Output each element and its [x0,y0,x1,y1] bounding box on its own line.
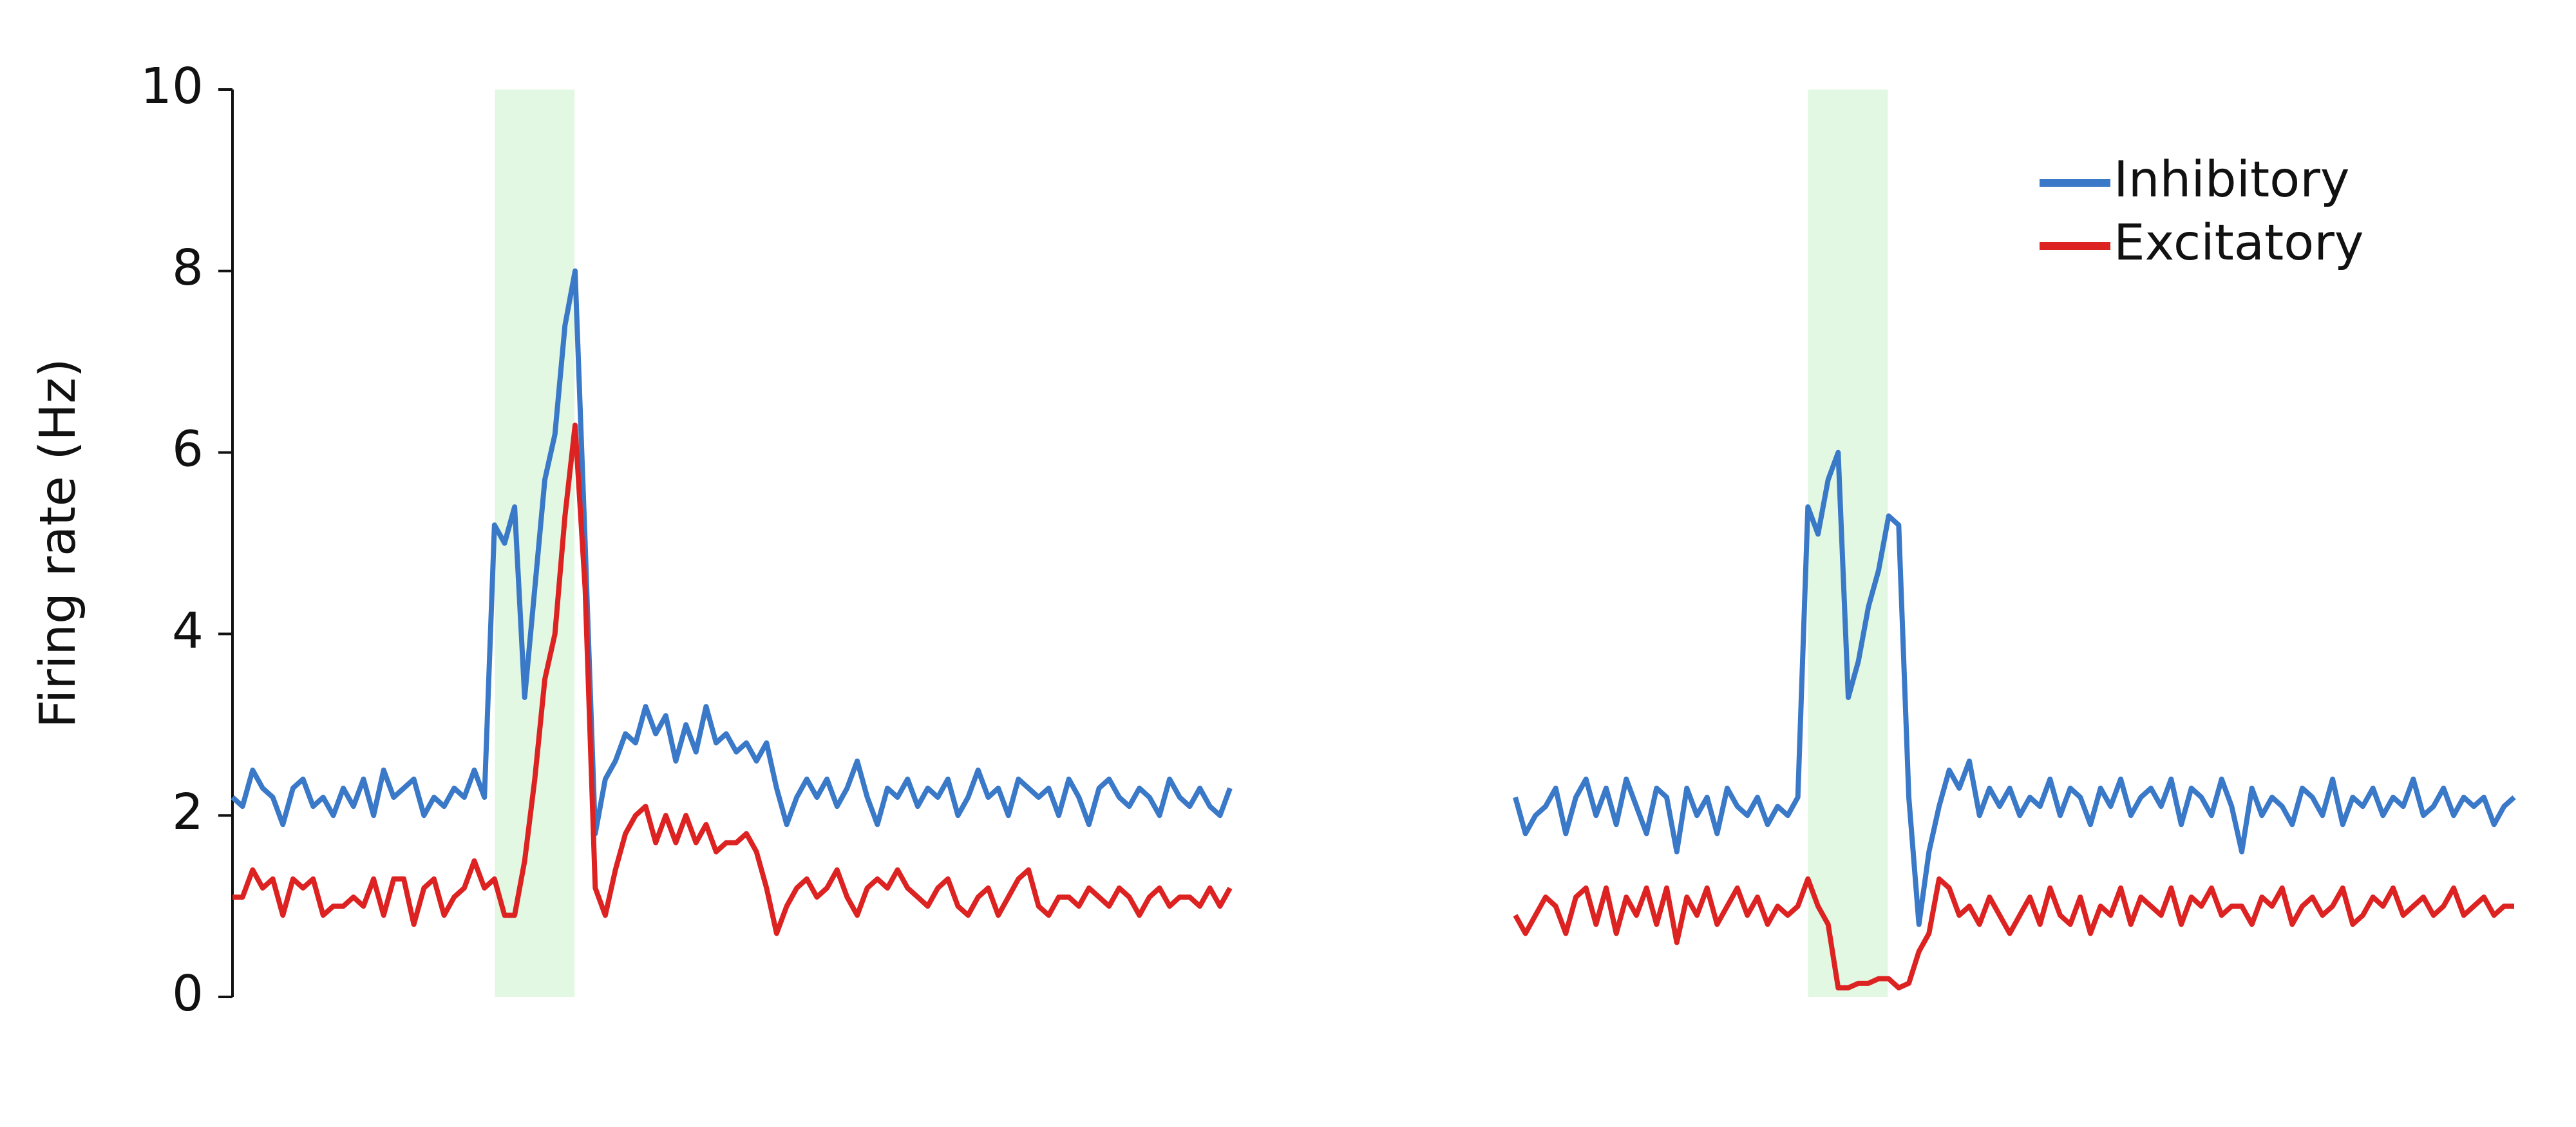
y-tick-label: 8 [172,240,204,297]
series-line [232,422,1233,936]
series-line [1513,876,2514,990]
y-tick-label: 2 [172,784,204,841]
y-tick-label: 4 [172,602,204,659]
legend-label: Inhibitory [2114,151,2350,209]
stimulus-shade [1808,90,1888,997]
y-tick-label: 10 [140,58,204,115]
series-line [1513,450,2516,927]
y-tick-label: 6 [172,421,204,478]
legend-label: Excitatory [2114,214,2364,272]
y-tick-label: 0 [172,965,204,1023]
y-axis-label: Firing rate (Hz) [30,358,87,728]
series-line [231,268,1233,837]
